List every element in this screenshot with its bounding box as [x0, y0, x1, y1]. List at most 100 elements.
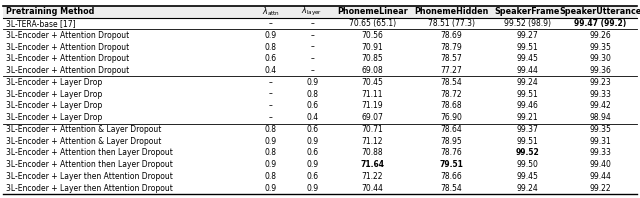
Text: 78.66: 78.66 — [440, 172, 462, 181]
Text: 3L-Encoder + Layer Drop: 3L-Encoder + Layer Drop — [6, 90, 102, 99]
Text: 78.64: 78.64 — [440, 125, 462, 134]
Text: 0.8: 0.8 — [265, 172, 277, 181]
Text: 3L-Encoder + Attention Dropout: 3L-Encoder + Attention Dropout — [6, 43, 129, 52]
Text: 3L-Encoder + Layer then Attention Dropout: 3L-Encoder + Layer then Attention Dropou… — [6, 184, 173, 193]
Text: 99.45: 99.45 — [516, 172, 538, 181]
Text: 98.94: 98.94 — [589, 113, 611, 122]
Text: 99.27: 99.27 — [516, 31, 538, 40]
Text: 3L-Encoder + Attention Dropout: 3L-Encoder + Attention Dropout — [6, 54, 129, 63]
Text: $\lambda_{\mathrm{attn}}$: $\lambda_{\mathrm{attn}}$ — [262, 6, 280, 18]
Text: –: – — [269, 19, 273, 28]
Text: SpeakerUtterance: SpeakerUtterance — [559, 7, 640, 16]
Text: 99.37: 99.37 — [516, 125, 538, 134]
Text: 0.6: 0.6 — [306, 148, 318, 157]
Text: 78.54: 78.54 — [440, 184, 462, 193]
Text: 99.35: 99.35 — [589, 125, 611, 134]
Text: 0.9: 0.9 — [306, 184, 318, 193]
Text: 70.45: 70.45 — [362, 78, 383, 87]
Text: –: – — [269, 101, 273, 110]
Text: 3L-Encoder + Attention then Layer Dropout: 3L-Encoder + Attention then Layer Dropou… — [6, 160, 173, 169]
Text: 0.8: 0.8 — [306, 90, 318, 99]
Text: 69.08: 69.08 — [362, 66, 383, 75]
Text: –: – — [269, 90, 273, 99]
Text: 70.71: 70.71 — [362, 125, 383, 134]
Text: 0.9: 0.9 — [306, 160, 318, 169]
Text: 0.6: 0.6 — [306, 101, 318, 110]
Text: –: – — [310, 66, 314, 75]
Text: 99.52: 99.52 — [516, 148, 540, 157]
Text: 3L-Encoder + Attention Dropout: 3L-Encoder + Attention Dropout — [6, 31, 129, 40]
Text: –: – — [269, 78, 273, 87]
Text: 3L-Encoder + Attention Dropout: 3L-Encoder + Attention Dropout — [6, 66, 129, 75]
Text: 78.72: 78.72 — [441, 90, 462, 99]
Text: 71.11: 71.11 — [362, 90, 383, 99]
Text: 3L-Encoder + Layer Drop: 3L-Encoder + Layer Drop — [6, 113, 102, 122]
Text: 0.6: 0.6 — [306, 172, 318, 181]
Text: 0.4: 0.4 — [306, 113, 318, 122]
Text: 99.31: 99.31 — [589, 137, 611, 146]
Text: 79.51: 79.51 — [440, 160, 463, 169]
Text: 78.51 (77.3): 78.51 (77.3) — [428, 19, 475, 28]
Text: 70.56: 70.56 — [362, 31, 383, 40]
Text: –: – — [310, 31, 314, 40]
Text: 0.9: 0.9 — [265, 184, 277, 193]
Text: 3L-Encoder + Attention & Layer Dropout: 3L-Encoder + Attention & Layer Dropout — [6, 137, 161, 146]
Text: 3L-TERA-base [17]: 3L-TERA-base [17] — [6, 19, 76, 28]
Text: 70.65 (65.1): 70.65 (65.1) — [349, 19, 396, 28]
Text: 99.52 (98.9): 99.52 (98.9) — [504, 19, 551, 28]
Text: 99.26: 99.26 — [589, 31, 611, 40]
Text: 71.64: 71.64 — [360, 160, 384, 169]
Text: 70.85: 70.85 — [362, 54, 383, 63]
Text: 78.54: 78.54 — [440, 78, 462, 87]
Text: 99.23: 99.23 — [589, 78, 611, 87]
Text: 99.51: 99.51 — [516, 90, 538, 99]
Text: 71.19: 71.19 — [362, 101, 383, 110]
Text: 99.35: 99.35 — [589, 43, 611, 52]
Text: 78.57: 78.57 — [440, 54, 462, 63]
Text: 99.51: 99.51 — [516, 137, 538, 146]
Text: 99.24: 99.24 — [516, 184, 538, 193]
Text: 71.12: 71.12 — [362, 137, 383, 146]
Text: 99.42: 99.42 — [589, 101, 611, 110]
Text: 99.30: 99.30 — [589, 54, 611, 63]
Text: 0.9: 0.9 — [265, 160, 277, 169]
Text: 99.33: 99.33 — [589, 90, 611, 99]
Text: 78.68: 78.68 — [441, 101, 462, 110]
Text: 0.8: 0.8 — [265, 125, 277, 134]
Text: 70.91: 70.91 — [362, 43, 383, 52]
Text: 0.9: 0.9 — [265, 137, 277, 146]
Text: 0.6: 0.6 — [306, 125, 318, 134]
Text: 99.44: 99.44 — [516, 66, 538, 75]
Text: 3L-Encoder + Layer then Attention Dropout: 3L-Encoder + Layer then Attention Dropou… — [6, 172, 173, 181]
Text: 0.6: 0.6 — [265, 54, 277, 63]
Text: –: – — [269, 113, 273, 122]
Text: 99.40: 99.40 — [589, 160, 611, 169]
Text: 99.21: 99.21 — [516, 113, 538, 122]
Text: 3L-Encoder + Attention & Layer Dropout: 3L-Encoder + Attention & Layer Dropout — [6, 125, 161, 134]
Text: PhonemeLinear: PhonemeLinear — [337, 7, 408, 16]
Text: 99.47 (99.2): 99.47 (99.2) — [574, 19, 627, 28]
Text: 99.45: 99.45 — [516, 54, 538, 63]
Text: 70.88: 70.88 — [362, 148, 383, 157]
Text: 0.9: 0.9 — [306, 137, 318, 146]
Text: 99.22: 99.22 — [589, 184, 611, 193]
Text: 77.27: 77.27 — [440, 66, 462, 75]
Text: 69.07: 69.07 — [362, 113, 383, 122]
Text: PhonemeHidden: PhonemeHidden — [414, 7, 489, 16]
Text: 78.79: 78.79 — [440, 43, 462, 52]
Text: 99.44: 99.44 — [589, 172, 611, 181]
Text: –: – — [310, 19, 314, 28]
Text: Pretraining Method: Pretraining Method — [6, 7, 94, 16]
Text: 78.69: 78.69 — [440, 31, 462, 40]
Text: $\lambda_{\mathrm{layer}}$: $\lambda_{\mathrm{layer}}$ — [301, 5, 323, 18]
Text: 99.33: 99.33 — [589, 148, 611, 157]
Text: 78.76: 78.76 — [440, 148, 462, 157]
Text: 0.4: 0.4 — [265, 66, 277, 75]
Text: 78.95: 78.95 — [440, 137, 462, 146]
Text: –: – — [310, 54, 314, 63]
Text: 99.36: 99.36 — [589, 66, 611, 75]
Text: 3L-Encoder + Layer Drop: 3L-Encoder + Layer Drop — [6, 78, 102, 87]
Text: 99.46: 99.46 — [516, 101, 538, 110]
Text: 3L-Encoder + Attention then Layer Dropout: 3L-Encoder + Attention then Layer Dropou… — [6, 148, 173, 157]
Text: 0.8: 0.8 — [265, 43, 277, 52]
